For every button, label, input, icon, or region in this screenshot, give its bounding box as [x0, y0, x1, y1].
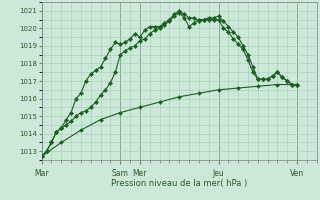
X-axis label: Pression niveau de la mer( hPa ): Pression niveau de la mer( hPa ): [111, 179, 247, 188]
